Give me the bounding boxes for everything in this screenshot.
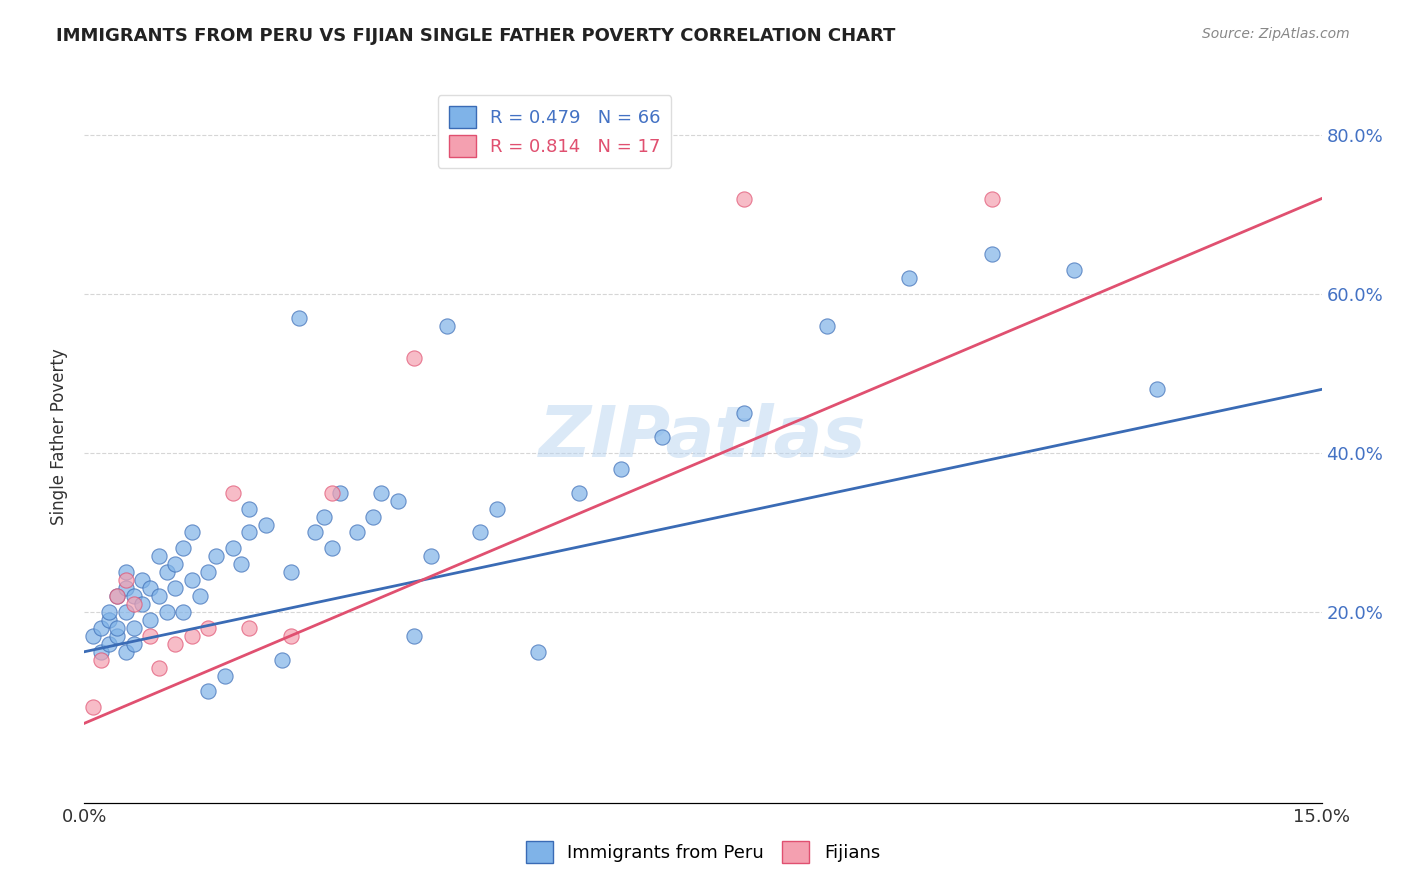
Point <box>131 597 153 611</box>
Point <box>229 558 252 572</box>
Point <box>90 645 112 659</box>
Point <box>148 589 170 603</box>
Point <box>114 645 136 659</box>
Point <box>197 566 219 580</box>
Point <box>280 629 302 643</box>
Text: IMMIGRANTS FROM PERU VS FIJIAN SINGLE FATHER POVERTY CORRELATION CHART: IMMIGRANTS FROM PERU VS FIJIAN SINGLE FA… <box>56 27 896 45</box>
Point <box>105 589 128 603</box>
Point <box>485 501 508 516</box>
Point <box>172 605 194 619</box>
Point <box>733 192 755 206</box>
Point <box>148 549 170 564</box>
Point <box>122 621 145 635</box>
Point <box>214 668 236 682</box>
Point <box>609 462 631 476</box>
Point <box>254 517 277 532</box>
Point <box>651 430 673 444</box>
Point <box>1146 383 1168 397</box>
Point <box>733 406 755 420</box>
Point <box>470 525 492 540</box>
Text: ZIPatlas: ZIPatlas <box>540 402 866 472</box>
Point <box>568 485 591 500</box>
Point <box>238 525 260 540</box>
Text: Source: ZipAtlas.com: Source: ZipAtlas.com <box>1202 27 1350 41</box>
Point <box>82 629 104 643</box>
Point <box>98 613 121 627</box>
Point <box>238 621 260 635</box>
Point <box>82 700 104 714</box>
Point <box>131 573 153 587</box>
Point <box>197 621 219 635</box>
Point <box>361 509 384 524</box>
Point <box>436 318 458 333</box>
Point <box>271 653 294 667</box>
Point <box>321 541 343 556</box>
Point <box>205 549 228 564</box>
Point <box>304 525 326 540</box>
Point <box>139 581 162 595</box>
Point <box>165 637 187 651</box>
Point <box>1063 263 1085 277</box>
Point <box>321 485 343 500</box>
Point <box>280 566 302 580</box>
Point <box>114 566 136 580</box>
Point <box>222 541 245 556</box>
Point <box>156 566 179 580</box>
Legend: R = 0.479   N = 66, R = 0.814   N = 17: R = 0.479 N = 66, R = 0.814 N = 17 <box>437 95 672 168</box>
Y-axis label: Single Father Poverty: Single Father Poverty <box>51 349 69 525</box>
Point <box>165 581 187 595</box>
Point <box>98 637 121 651</box>
Point <box>898 271 921 285</box>
Point <box>222 485 245 500</box>
Point <box>148 660 170 674</box>
Point <box>114 573 136 587</box>
Point <box>114 605 136 619</box>
Point <box>105 621 128 635</box>
Point <box>172 541 194 556</box>
Point <box>312 509 335 524</box>
Point <box>122 637 145 651</box>
Point <box>370 485 392 500</box>
Point <box>980 247 1002 261</box>
Point <box>139 629 162 643</box>
Point <box>122 589 145 603</box>
Point <box>98 605 121 619</box>
Point <box>197 684 219 698</box>
Point <box>139 613 162 627</box>
Point <box>288 310 311 325</box>
Point <box>180 573 202 587</box>
Point <box>329 485 352 500</box>
Point <box>156 605 179 619</box>
Point <box>238 501 260 516</box>
Point <box>346 525 368 540</box>
Point <box>980 192 1002 206</box>
Point <box>105 629 128 643</box>
Point <box>188 589 211 603</box>
Point <box>180 629 202 643</box>
Point <box>105 589 128 603</box>
Point <box>180 525 202 540</box>
Legend: Immigrants from Peru, Fijians: Immigrants from Peru, Fijians <box>515 830 891 874</box>
Point <box>527 645 550 659</box>
Point <box>404 351 426 365</box>
Point <box>122 597 145 611</box>
Point <box>387 493 409 508</box>
Point <box>815 318 838 333</box>
Point <box>90 621 112 635</box>
Point <box>90 653 112 667</box>
Point <box>404 629 426 643</box>
Point <box>419 549 441 564</box>
Point <box>165 558 187 572</box>
Point <box>114 581 136 595</box>
